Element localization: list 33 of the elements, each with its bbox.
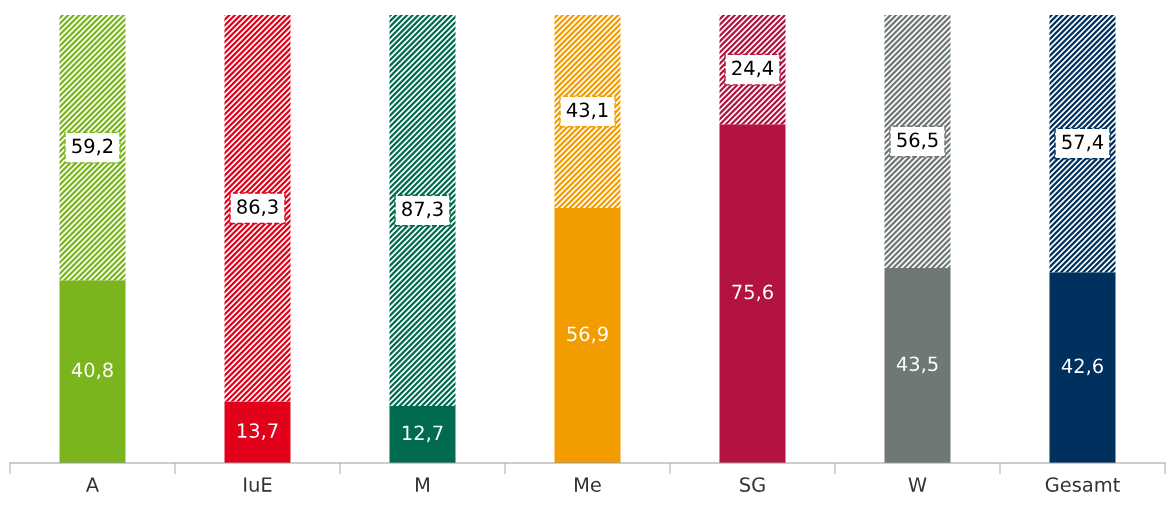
bar [59,280,126,463]
bar [719,124,786,463]
data-label: 43,1 [566,102,608,120]
bar [884,15,951,269]
x-tick-label: IuE [244,477,272,492]
data-label: 75,6 [732,284,773,302]
bar [224,401,291,463]
data-label: 42,6 [1061,358,1103,376]
data-label: 43,5 [896,356,938,374]
x-tick-label: Me [575,477,601,492]
x-tick-label: A [86,477,99,492]
bar [884,268,951,463]
data-label: 56,5 [897,132,938,150]
x-tick-label: M [416,477,429,492]
data-label: 40,8 [71,362,113,380]
x-tick-label: SG [740,477,765,492]
x-tick-label: W [908,477,927,492]
bar [224,15,291,402]
data-label: 13,7 [237,423,278,440]
data-label: 87,3 [402,201,443,219]
bar [59,15,126,281]
data-label: 86,3 [237,199,278,216]
data-label: 24,4 [732,60,774,78]
data-label: 12,7 [402,425,443,443]
data-label: 59,2 [72,138,113,156]
data-label: 57,4 [1062,134,1104,152]
bar [1049,15,1116,273]
data-label: 56,9 [567,326,608,344]
bar [1049,272,1116,463]
x-tick-label: Gesamt [1045,477,1120,492]
bar [389,406,456,463]
bar [554,208,621,463]
bar [389,15,456,407]
